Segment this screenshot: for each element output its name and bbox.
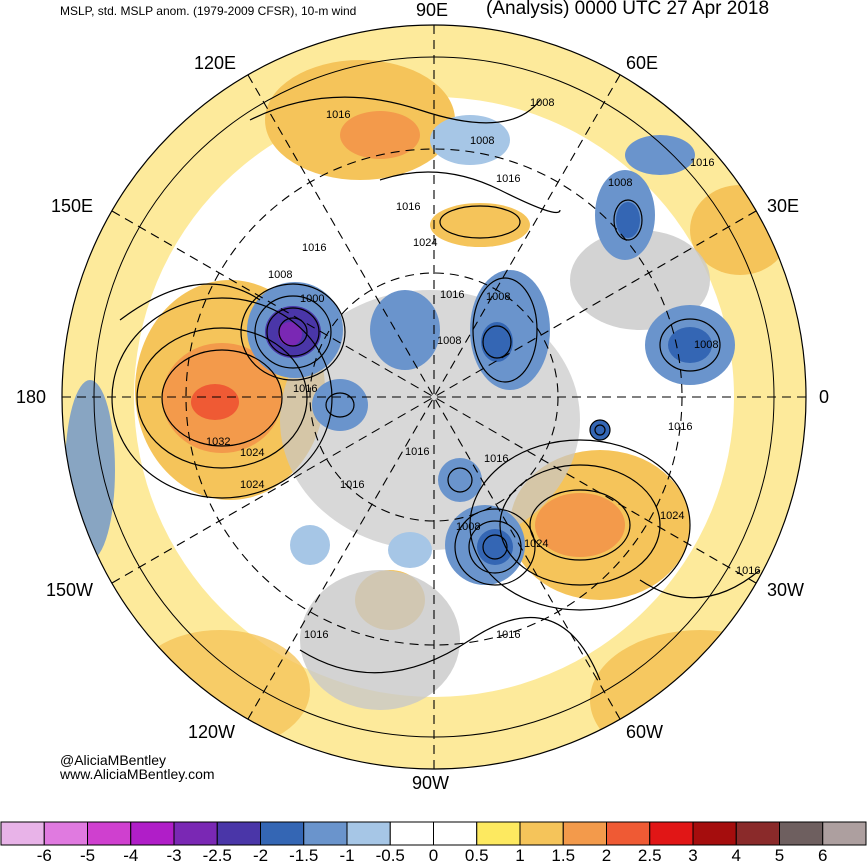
lon-label-150w: 150W [46,580,94,600]
isobar-label: 1016 [736,565,760,577]
lon-label-90e: 90E [416,0,449,20]
isobar-label: 1024 [660,510,684,522]
colorbar-swatch [692,821,737,846]
isobar-label-layer: 1016 1008 1008 1016 1008 1016 1016 1024 1016 1008… [206,97,760,641]
isobar-label: 1016 [496,173,520,185]
colorbar-swatch [260,821,305,846]
isobar-label: 1016 [484,453,508,465]
lon-label-180: 180 [16,387,47,407]
lon-label-30w: 30W [767,580,805,600]
colorbar-swatch [43,821,88,846]
colorbar-swatch [562,821,607,846]
colorbar-swatch [649,821,694,846]
isobar-label: 1016 [293,383,317,395]
kara-low-anomaly [370,290,440,370]
colorbar-tick-label: 0 [428,846,439,865]
colorbar-tick-label: -0.5 [375,846,405,865]
colorbar-tick-label: -5 [79,846,96,865]
isobar-label: 1008 [437,335,461,347]
anomaly-field [62,25,806,769]
isobar-label: 1016 [304,629,328,641]
isobar-label: 1016 [326,109,350,121]
colorbar-swatch [476,821,521,846]
isobar-label: 1032 [206,436,230,448]
colorbar-tick-label: 1.5 [551,846,576,865]
colorbar-tick-label: 1 [515,846,525,865]
colorbar-tick-label: 3 [688,846,698,865]
colorbar-tick-label: 2.5 [637,846,662,865]
isobar-label: 1000 [300,293,324,305]
isobar-label: 1016 [440,289,464,301]
isobar-label: 1008 [456,521,480,533]
siberia-high-anomaly-core [340,111,420,159]
isobar-label: 1008 [694,339,718,351]
colorbar-swatch [303,821,348,846]
isobar-label: 1016 [668,421,692,433]
bering-low-anomaly-peak [278,322,302,346]
map-border [61,24,807,770]
lon-label-60e: 60E [626,53,659,73]
colorbar-tick-label: 5 [774,846,785,865]
arctic-high-anomaly [430,203,530,247]
chart-title: (Analysis) 0000 UTC 27 Apr 2018 [486,0,770,19]
lon-label-90w: 90W [412,773,450,793]
colorbar-swatch [173,821,218,846]
isobar-label: 1024 [413,237,437,249]
colorbar-swatch [433,821,478,846]
pacific-high-anomaly-peak [191,384,239,420]
colorbar-swatch [346,821,391,846]
colorbar-swatch [389,821,434,846]
colorbar-swatch [606,821,651,846]
colorbar-tick-label: -1 [339,846,355,865]
lon-label-120e: 120E [194,53,237,73]
isobar-label: 1016 [405,446,429,458]
isobar-label: 1024 [240,479,264,491]
colorbar-swatch [519,821,564,846]
isobar-label: 1024 [240,447,264,459]
isobar-label: 1016 [396,201,420,213]
colorbar-tick-label: 0.5 [464,846,489,865]
colorbar-swatch [779,821,824,846]
colorbar-tick-label: 6 [818,846,828,865]
colorbar-tick-label: -2 [252,846,269,865]
colorbar-swatch [0,821,45,846]
credit-handle: @AliciaMBentley [60,752,167,768]
colorbar-tick-label: -4 [123,846,139,865]
isobar-label: 1016 [690,157,714,169]
colorbar-swatch [87,821,132,846]
isobar-label: 1008 [470,135,494,147]
colorbar-tick-label: -3 [166,846,182,865]
credit-website: www.AliciaMBentley.com [60,766,215,782]
isobar-label: 1008 [530,97,554,109]
colorbar-swatch [822,821,867,846]
colorbar-tick-label: -2.5 [202,846,232,865]
isobar-label: 1016 [340,479,364,491]
colorbar-tick-label: -1.5 [289,846,319,865]
isobar-label: 1008 [486,291,510,303]
lon-label-0: 0 [819,387,830,407]
colorbar-tick-label: -6 [36,846,52,865]
isobar-label: 1024 [524,538,548,550]
colorbar-swatch [216,821,261,846]
graticule [62,25,806,769]
colorbar-tick-label: 4 [731,846,741,865]
isobar-label: 1008 [608,177,632,189]
colorbar [0,821,867,846]
colorbar-swatch [130,821,175,846]
lon-label-30e: 30E [767,196,800,216]
lon-label-60w: 60W [626,722,664,742]
lon-label-150e: 150E [51,196,94,216]
lon-label-120w: 120W [188,722,236,742]
atlantic-high-anomaly-core [535,493,625,557]
isobar-label: 1008 [268,269,292,281]
isobar-label: 1016 [302,242,326,254]
chart-subtitle: MSLP, std. MSLP anom. (1979-2009 CFSR), … [60,4,357,18]
colorbar-swatch [735,821,780,846]
colorbar-tick-label: 2 [601,846,612,865]
isobar-label: 1016 [496,629,520,641]
